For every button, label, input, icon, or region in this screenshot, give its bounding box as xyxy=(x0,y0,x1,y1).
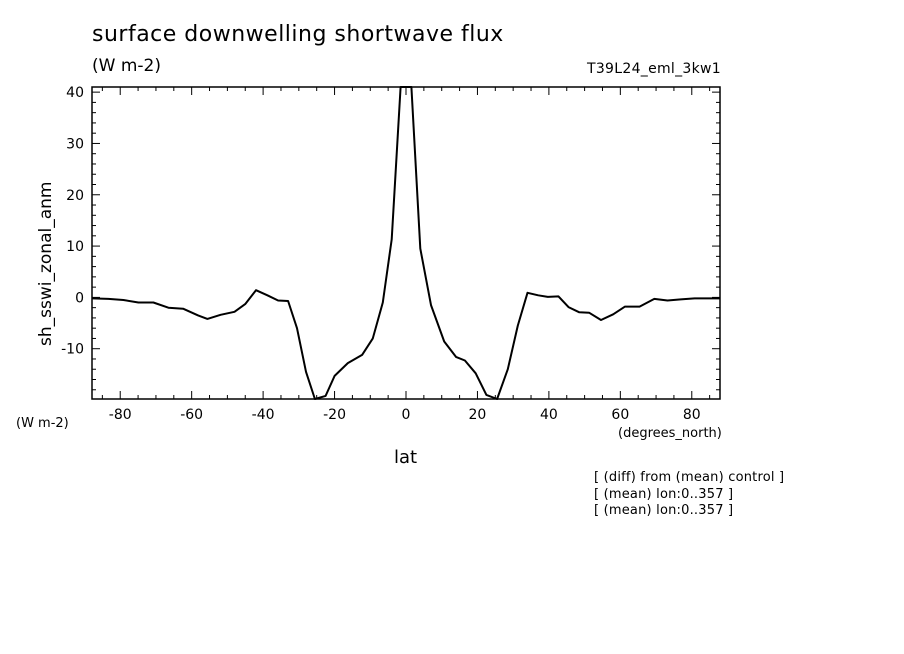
y-tick-label: 10 xyxy=(66,239,84,255)
y-tick-label: -10 xyxy=(61,342,84,358)
run-id: T39L24_eml_3kw1 xyxy=(587,61,721,77)
y-tick-label: 40 xyxy=(66,85,84,101)
x-tick-label: 20 xyxy=(469,407,487,423)
x-tick-label: -20 xyxy=(323,407,346,423)
note-line-2: [ (mean) lon:0..357 ] xyxy=(594,487,734,502)
x-tick-label: 60 xyxy=(611,407,629,423)
y-tick-label: 30 xyxy=(66,136,84,152)
x-tick-label: 80 xyxy=(683,407,701,423)
tick-labels: -80 -60 -40 -20 0 20 40 60 80 -10 0 10 20 30 40 xyxy=(61,85,701,423)
note-line-1: [ (diff) from (mean) control ] xyxy=(594,470,785,485)
plot-frame xyxy=(91,86,721,400)
y-axis-units: (W m-2) xyxy=(16,416,69,431)
x-tick-label: 40 xyxy=(540,407,558,423)
x-tick-label: -40 xyxy=(252,407,275,423)
x-tick-label: 0 xyxy=(402,407,411,423)
note-line-3: [ (mean) lon:0..357 ] xyxy=(594,503,734,518)
chart-units: (W m-2) xyxy=(92,56,161,76)
x-tick-label: -80 xyxy=(109,407,132,423)
axis-ticks xyxy=(92,87,720,399)
y-tick-label: 20 xyxy=(66,188,84,204)
x-axis-label: lat xyxy=(394,447,418,468)
series-line xyxy=(91,86,720,400)
chart-title: surface downwelling shortwave flux xyxy=(92,22,504,47)
y-tick-label: 0 xyxy=(75,290,84,306)
x-axis-units: (degrees_north) xyxy=(618,426,722,441)
x-tick-label: -60 xyxy=(180,407,203,423)
